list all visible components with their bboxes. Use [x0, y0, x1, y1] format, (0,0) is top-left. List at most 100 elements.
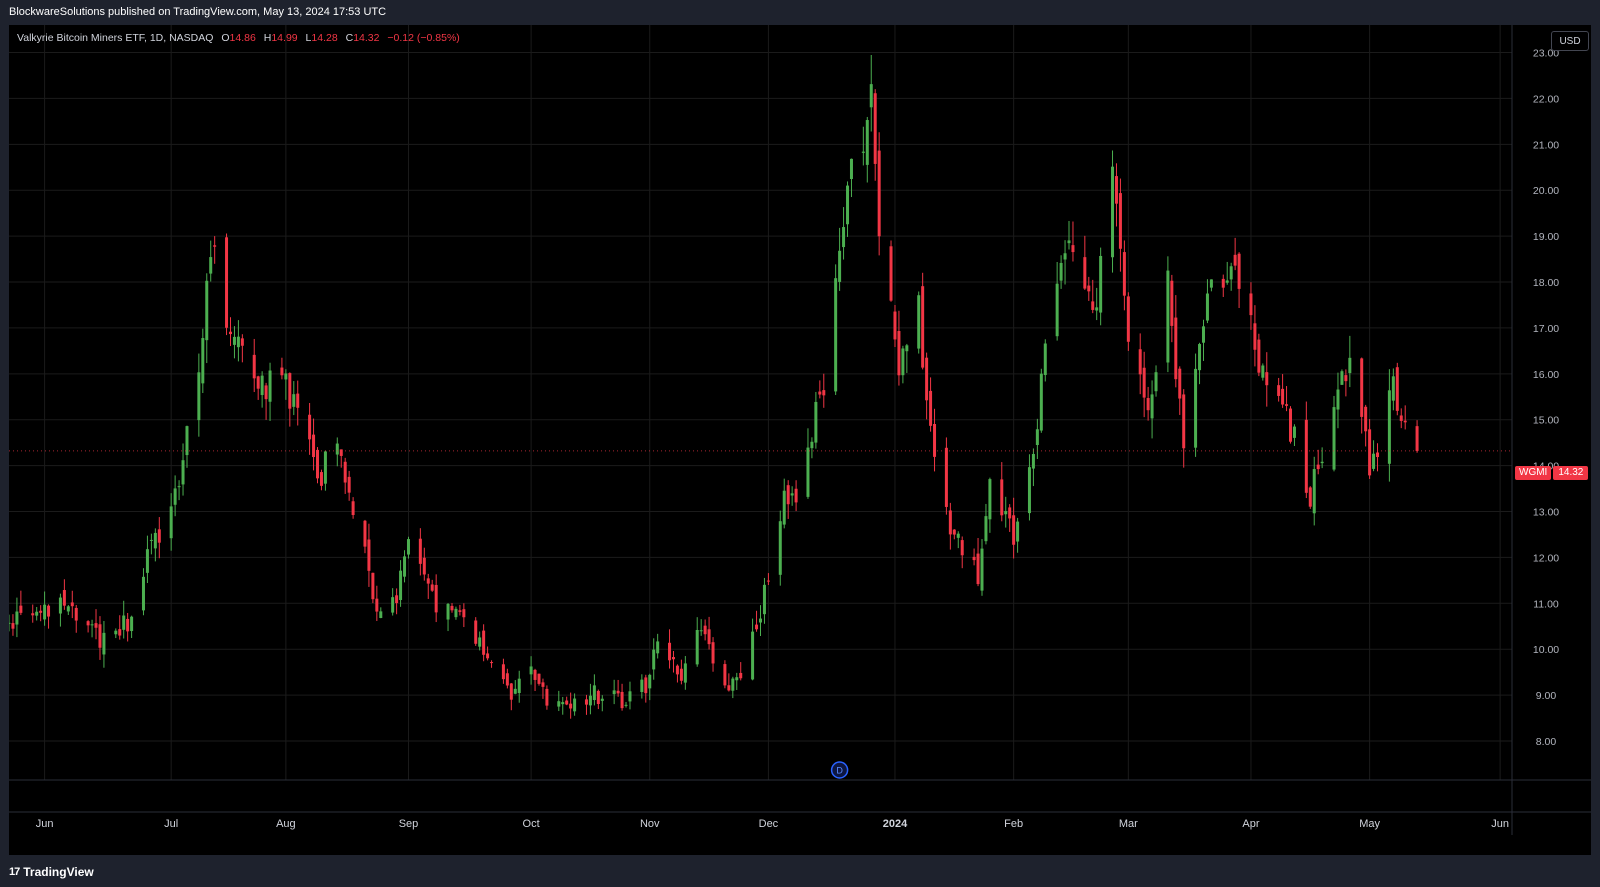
- candle-body: [1289, 408, 1293, 442]
- candle-body: [1170, 280, 1174, 326]
- event-marker-icon: [830, 761, 849, 779]
- candle-body: [668, 642, 672, 661]
- candle-body: [94, 623, 98, 628]
- candle-body: [347, 476, 351, 493]
- candle-body: [149, 539, 153, 541]
- candle-body: [58, 597, 62, 614]
- candle-body: [735, 677, 739, 681]
- candle-body: [1000, 479, 1004, 516]
- candle-body: [319, 472, 323, 486]
- candle-body: [264, 385, 268, 400]
- candle-body: [1071, 245, 1075, 253]
- candle-body: [1083, 257, 1087, 289]
- candle-body: [814, 401, 818, 443]
- y-tick-label: 10.00: [1533, 644, 1559, 656]
- candle-body: [1316, 464, 1320, 470]
- candle-body: [561, 702, 565, 705]
- candle-body: [240, 338, 244, 346]
- candle-body: [901, 348, 905, 376]
- candle-body: [1178, 368, 1182, 399]
- candle-body: [181, 460, 185, 485]
- candle-body: [929, 390, 933, 426]
- open-value: 14.86: [229, 32, 256, 44]
- tradingview-brand: TradingView: [23, 865, 94, 879]
- candle-body: [1257, 339, 1261, 373]
- candle-body: [948, 510, 952, 535]
- grid-lines: [9, 25, 1512, 780]
- tradingview-logo[interactable]: 17 TradingView: [9, 865, 94, 879]
- candle-body: [1174, 317, 1178, 380]
- y-tick-label: 19.00: [1533, 231, 1559, 243]
- candle-body: [478, 637, 482, 647]
- candle-body: [1340, 371, 1344, 385]
- candle-body: [624, 704, 628, 706]
- symbol-name: Valkyrie Bitcoin Miners ETF, 1D, NASDAQ: [17, 32, 214, 44]
- candle-body: [612, 690, 616, 695]
- symbol-legend: Valkyrie Bitcoin Miners ETF, 1D, NASDAQ …: [17, 32, 460, 44]
- candle-body: [1166, 270, 1170, 363]
- candle-body: [755, 624, 759, 630]
- candle-body: [1027, 467, 1031, 514]
- candle-body: [976, 553, 980, 585]
- candle-body: [312, 434, 316, 458]
- candle-body: [153, 532, 157, 549]
- candle-body: [256, 376, 260, 389]
- candle-body: [1344, 375, 1348, 382]
- candle-body: [1221, 278, 1225, 288]
- candle-body: [889, 246, 893, 301]
- candle-body: [849, 158, 853, 180]
- candle-body: [846, 185, 850, 225]
- candle-body: [1063, 253, 1067, 260]
- candle-body: [616, 690, 620, 694]
- candle-body: [620, 691, 624, 709]
- candle-body: [252, 354, 256, 379]
- candle-body: [43, 604, 47, 620]
- candle-body: [292, 394, 296, 407]
- candle-body: [284, 373, 288, 380]
- candle-body: [1012, 515, 1016, 545]
- candle-body: [739, 672, 743, 679]
- price-chart[interactable]: 8.009.0010.0011.0012.0013.0014.0015.0016…: [9, 25, 1591, 855]
- candle-body: [371, 572, 375, 600]
- candle-body: [984, 516, 988, 542]
- candle-body: [1004, 511, 1008, 515]
- candle-body: [1008, 507, 1012, 519]
- low-value: 14.28: [311, 32, 338, 44]
- candle-body: [367, 539, 371, 571]
- candle-body: [66, 606, 70, 612]
- candle-body: [145, 549, 149, 573]
- chart-panel[interactable]: 8.009.0010.0011.0012.0013.0014.0015.0016…: [9, 25, 1591, 855]
- candle-body: [323, 451, 327, 484]
- candle-body: [1225, 280, 1229, 283]
- candle-body: [509, 683, 513, 700]
- candle-body: [434, 584, 438, 613]
- candle-body: [1415, 426, 1419, 451]
- candle-body: [921, 286, 925, 368]
- candle-body: [98, 624, 102, 648]
- candle-body: [316, 449, 320, 479]
- candle-body: [260, 375, 264, 396]
- candle-body: [1031, 454, 1035, 469]
- candle-body: [861, 151, 865, 153]
- candle-body: [213, 245, 217, 247]
- candle-body: [869, 84, 873, 108]
- open-label: O: [221, 32, 230, 44]
- candle-body: [296, 393, 300, 408]
- candle-body: [177, 486, 181, 488]
- candle-body: [450, 605, 454, 611]
- high-label: H: [263, 32, 272, 44]
- candle-body: [430, 584, 434, 591]
- candle-body: [1035, 429, 1039, 445]
- ticker-symbol: WGMI: [1515, 466, 1552, 480]
- candle-body: [529, 666, 533, 675]
- candle-body: [70, 602, 74, 607]
- currency-button[interactable]: USD: [1551, 31, 1589, 51]
- candle-body: [838, 250, 842, 282]
- candle-body: [1292, 426, 1296, 438]
- candle-body: [1376, 452, 1380, 458]
- x-tick-label: 2024: [883, 818, 908, 830]
- candle-body: [232, 336, 236, 345]
- candle-body: [1304, 419, 1308, 493]
- candle-body: [308, 414, 312, 440]
- tradingview-logo-icon: 17: [9, 866, 20, 878]
